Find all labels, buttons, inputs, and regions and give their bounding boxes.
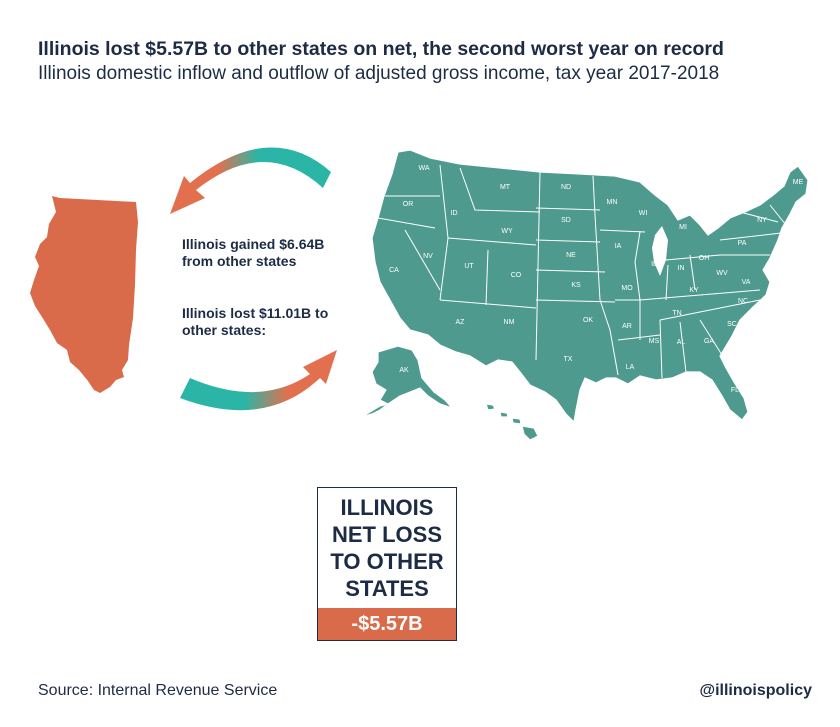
state-label: MI	[679, 224, 687, 231]
state-label: VA	[742, 279, 751, 286]
state-label: OH	[699, 255, 710, 262]
state-label: KS	[571, 282, 581, 289]
state-label: TX	[564, 356, 573, 363]
state-label: AK	[399, 367, 409, 374]
state-label: IL	[651, 261, 657, 268]
state-label: OK	[583, 317, 593, 324]
hawaii-4	[521, 425, 539, 441]
inflow-arrow	[170, 147, 331, 214]
outflow-arrow	[180, 350, 337, 411]
state-label: UT	[464, 263, 474, 270]
chart-subtitle: Illinois domestic inflow and outflow of …	[38, 63, 720, 84]
state-label: WA	[418, 165, 429, 172]
state-borders	[377, 164, 791, 379]
state-label: MS	[649, 338, 660, 345]
state-label: CO	[511, 272, 522, 279]
state-label: OR	[403, 201, 414, 208]
state-label: GA	[704, 338, 714, 345]
state-label: AZ	[456, 319, 466, 326]
state-label: SC	[727, 321, 737, 328]
state-label: WV	[716, 270, 728, 277]
state-label: ID	[451, 210, 458, 217]
source-note: Source: Internal Revenue Service	[38, 682, 278, 699]
state-label: WI	[639, 210, 648, 217]
state-label: NE	[566, 252, 576, 259]
chart-title: Illinois lost $5.57B to other states on …	[38, 38, 724, 60]
state-label: WY	[501, 228, 513, 235]
state-label: SD	[561, 217, 571, 224]
state-label: TN	[672, 310, 681, 317]
state-label: FL	[731, 387, 739, 394]
alaska	[371, 345, 453, 409]
state-label: KY	[689, 287, 699, 294]
state-label: NV	[423, 253, 433, 260]
net-loss-value: -$5.57B	[318, 608, 456, 640]
state-label: NY	[757, 217, 767, 224]
state-label: MT	[500, 184, 511, 191]
hawaii-3	[511, 417, 522, 425]
outflow-label: Illinois lost $11.01B to other states:	[182, 305, 329, 338]
state-label: ND	[561, 184, 571, 191]
state-label: PA	[738, 240, 747, 247]
contiguous-us	[371, 149, 809, 423]
net-loss-box: ILLINOIS NET LOSS TO OTHER STATES -$5.57…	[317, 487, 457, 641]
state-labels: WA OR CA ID NV MT WY UT AZ CO NM ND SD N…	[389, 165, 803, 428]
state-label: NM	[504, 319, 515, 326]
inflow-label: Illinois gained $6.64B from other states	[182, 236, 325, 269]
great-lakes-gap	[652, 226, 668, 276]
social-handle: @illinoispolicy	[699, 682, 812, 699]
state-label: IA	[615, 243, 622, 250]
state-label: AR	[622, 323, 632, 330]
net-loss-label: ILLINOIS NET LOSS TO OTHER STATES	[330, 495, 444, 601]
usa-map	[361, 149, 809, 441]
state-label: NC	[738, 298, 748, 305]
state-label: MN	[607, 199, 618, 206]
illinois-shape	[30, 196, 138, 393]
state-label: CA	[389, 267, 399, 274]
hawaii-1	[485, 403, 496, 411]
state-label: HI	[502, 421, 509, 428]
state-label: LA	[626, 364, 635, 371]
state-label: AL	[677, 339, 686, 346]
state-label: ME	[793, 179, 804, 186]
hawaii-2	[499, 411, 509, 418]
state-label: IN	[678, 265, 685, 272]
state-label: MO	[621, 285, 633, 292]
alaska-islands	[361, 403, 389, 418]
